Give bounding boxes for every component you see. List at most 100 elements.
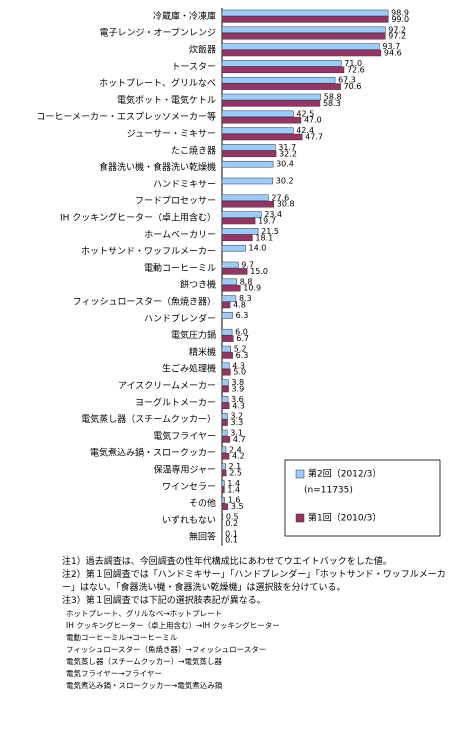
category-label: フードプロセッサー xyxy=(135,196,216,207)
value-label: 72.6 xyxy=(347,65,365,74)
mapping: 電気煮込み鍋・スロークッカー→電気煮込み鍋 xyxy=(66,681,223,690)
mapping: 電気フライヤー→フライヤー xyxy=(66,669,162,678)
value-label: 5.0 xyxy=(233,368,246,377)
bar xyxy=(221,49,382,57)
bar xyxy=(221,463,226,470)
bar xyxy=(221,312,233,319)
mapping: IH クッキングヒーター（卓上用含む）→IH クッキングヒーター xyxy=(66,621,280,630)
bar xyxy=(221,228,259,235)
value-label: 32.2 xyxy=(279,149,297,158)
bar xyxy=(221,295,237,302)
value-label: 3.2 xyxy=(230,412,243,421)
bar xyxy=(221,234,253,242)
category-label: 電気煮込み鍋・スロークッカー xyxy=(90,447,216,459)
value-label: 6.3 xyxy=(236,311,249,320)
value-label: 9.7 xyxy=(241,261,254,270)
category-label: 無回答 xyxy=(189,531,216,543)
bar xyxy=(221,368,231,376)
value-label: 18.1 xyxy=(255,233,273,242)
value-label: 2.1 xyxy=(229,462,242,471)
bar xyxy=(221,486,225,494)
bar xyxy=(221,352,233,359)
value-label: 8.3 xyxy=(239,294,252,303)
value-label: 4.3 xyxy=(232,401,245,410)
value-label: 42.5 xyxy=(296,109,314,118)
bar xyxy=(221,503,229,510)
category-label: 冷蔵庫・冷凍庫 xyxy=(153,10,216,22)
legend-swatch xyxy=(295,513,305,523)
category-label: 食器洗い機・食器洗い乾燥機 xyxy=(99,161,216,173)
category-label: 電気蒸し器（スチームクッカー） xyxy=(81,413,216,425)
category-label: 電気ポット・電気ケトル xyxy=(117,94,216,106)
value-label: 6.7 xyxy=(236,334,249,343)
bar xyxy=(221,436,231,443)
value-label: 30.2 xyxy=(276,177,294,186)
category-label: 電動コーヒーミル xyxy=(144,263,216,274)
bar xyxy=(221,261,239,269)
bar xyxy=(221,217,256,225)
category-label: アイスクリームメーカー xyxy=(118,381,216,392)
value-label: 47.0 xyxy=(304,116,322,125)
value-label: 2.4 xyxy=(229,445,242,454)
value-label: 3.3 xyxy=(231,418,244,427)
bar xyxy=(221,379,229,386)
value-label: 0.1 xyxy=(225,536,238,545)
bar xyxy=(221,362,230,370)
value-label: 5.2 xyxy=(234,345,247,354)
category-label: ハンドブレンダー xyxy=(144,312,216,324)
category-label: いずれもない xyxy=(162,515,216,526)
bar xyxy=(221,26,386,34)
bar xyxy=(221,43,380,50)
mapping: 電気蒸し器（スチームクッカー）→電気蒸し器 xyxy=(66,657,223,666)
value-label: 15.0 xyxy=(250,267,268,276)
bar xyxy=(221,177,273,185)
category-label: フィッシュロースター（魚焼き器） xyxy=(73,296,216,308)
value-label: 99.0 xyxy=(391,15,409,24)
category-label: ホットサンド・ワッフルメーカー xyxy=(81,246,216,257)
bar xyxy=(221,513,224,521)
value-label: 3.6 xyxy=(231,395,244,404)
bar xyxy=(221,160,274,168)
category-label: ワインセラー xyxy=(162,481,216,492)
value-label: 21.5 xyxy=(261,227,279,236)
value-label: 71.0 xyxy=(344,59,362,68)
bar xyxy=(221,328,233,336)
bar xyxy=(221,412,228,420)
bar xyxy=(221,385,229,393)
note: 注2）第１回調査では「ハンドミキサー」「ハンドブレンダー」「ホットサンド・ワッフ… xyxy=(62,570,446,593)
value-label: 0.2 xyxy=(225,519,238,528)
bar xyxy=(221,345,231,353)
mapping: フィッシュロースター（魚焼き器）→フィッシュロースター xyxy=(66,645,267,654)
category-label: 電気圧力鍋 xyxy=(171,329,216,341)
value-label: 14.0 xyxy=(249,244,267,253)
value-label: 23.4 xyxy=(264,210,282,219)
value-label: 4.2 xyxy=(232,452,245,461)
bar xyxy=(221,496,225,504)
value-label: 27.6 xyxy=(271,193,289,202)
bar xyxy=(221,396,229,403)
bar xyxy=(221,301,231,309)
value-label: 0.1 xyxy=(225,529,238,538)
note: 注1）過去調査は、今回調査の性年代構成比にあわせてウエイトバックをした値。 xyxy=(62,557,392,567)
category-label: ホットプレート、グリルなべ xyxy=(99,77,216,89)
bar xyxy=(221,284,241,292)
category-label: トースター xyxy=(171,61,216,72)
bar xyxy=(221,335,234,342)
value-label: 6.3 xyxy=(236,351,249,360)
value-label: 19.7 xyxy=(258,217,276,226)
chart: 冷蔵庫・冷凍庫 98.999.0 電子レンジ・オーブンレンジ 97.297.2 炊飯器 9… xyxy=(36,8,441,546)
value-label: 98.9 xyxy=(391,9,409,18)
bar xyxy=(221,60,342,67)
bar xyxy=(221,194,269,202)
bar xyxy=(221,452,230,460)
value-label: 10.9 xyxy=(243,284,261,293)
value-label: 97.2 xyxy=(388,32,406,41)
bar xyxy=(221,9,389,17)
bar xyxy=(221,480,225,487)
mapping: ホットプレート、グリルなべ→ホットプレート xyxy=(66,609,223,618)
bar xyxy=(221,150,277,158)
bar xyxy=(221,127,294,134)
bar xyxy=(221,244,246,252)
category-label: ホームベーカリー xyxy=(144,229,216,240)
bar xyxy=(221,469,227,477)
